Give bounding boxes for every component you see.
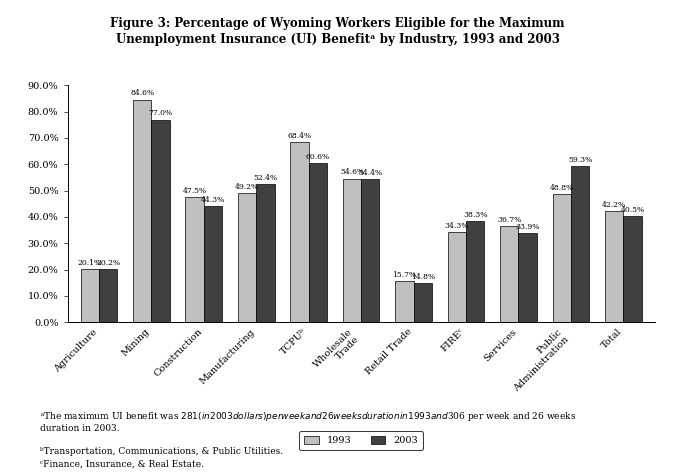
Text: 36.7%: 36.7% — [497, 216, 521, 224]
Legend: 1993, 2003: 1993, 2003 — [300, 431, 423, 450]
Text: ᶜFinance, Insurance, & Real Estate.: ᶜFinance, Insurance, & Real Estate. — [40, 460, 205, 469]
Text: ᵇTransportation, Communications, & Public Utilities.: ᵇTransportation, Communications, & Publi… — [40, 447, 284, 456]
Text: 59.3%: 59.3% — [568, 156, 592, 164]
Text: 15.7%: 15.7% — [392, 271, 416, 279]
Text: 20.1%: 20.1% — [78, 259, 102, 267]
Bar — [500, 226, 518, 322]
Text: 60.6%: 60.6% — [306, 153, 330, 161]
Bar — [151, 119, 169, 322]
Text: 20.2%: 20.2% — [96, 259, 120, 267]
Bar — [518, 233, 537, 322]
Bar — [204, 206, 222, 322]
Bar — [343, 179, 361, 322]
Bar — [99, 269, 117, 322]
Bar — [133, 100, 151, 322]
Bar — [308, 163, 327, 322]
Bar — [395, 281, 414, 322]
Bar — [414, 283, 432, 322]
Text: 40.5%: 40.5% — [620, 206, 645, 214]
Text: 38.3%: 38.3% — [463, 211, 487, 219]
Bar — [80, 269, 99, 322]
Bar — [571, 166, 589, 322]
Text: 47.5%: 47.5% — [183, 187, 207, 195]
Text: 34.3%: 34.3% — [445, 222, 469, 230]
Text: 54.4%: 54.4% — [358, 169, 382, 177]
Text: 44.3%: 44.3% — [201, 196, 225, 203]
Text: ᵃThe maximum UI benefit was $281 (in 2003 dollars) per week and 26 weeks duratio: ᵃThe maximum UI benefit was $281 (in 200… — [40, 410, 576, 433]
Text: Unemployment Insurance (UI) Benefitᵃ by Industry, 1993 and 2003: Unemployment Insurance (UI) Benefitᵃ by … — [115, 33, 560, 46]
Text: 49.2%: 49.2% — [235, 182, 259, 191]
Bar — [553, 194, 571, 322]
Text: 54.6%: 54.6% — [340, 168, 364, 176]
Text: 52.4%: 52.4% — [253, 174, 277, 182]
Bar — [623, 216, 642, 322]
Text: 42.2%: 42.2% — [602, 201, 626, 209]
Text: 84.6%: 84.6% — [130, 90, 155, 98]
Bar — [290, 142, 308, 322]
Text: 77.0%: 77.0% — [148, 109, 173, 118]
Text: 14.8%: 14.8% — [410, 273, 435, 281]
Text: 68.4%: 68.4% — [288, 132, 312, 140]
Bar — [361, 179, 379, 322]
Bar — [448, 232, 466, 322]
Bar — [186, 197, 204, 322]
Bar — [256, 184, 275, 322]
Bar — [238, 193, 256, 322]
Text: 33.9%: 33.9% — [516, 223, 540, 231]
Text: Figure 3: Percentage of Wyoming Workers Eligible for the Maximum: Figure 3: Percentage of Wyoming Workers … — [110, 17, 565, 29]
Text: 48.8%: 48.8% — [549, 184, 574, 191]
Bar — [466, 221, 485, 322]
Bar — [605, 211, 623, 322]
